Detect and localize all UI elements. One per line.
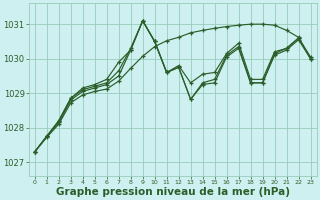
X-axis label: Graphe pression niveau de la mer (hPa): Graphe pression niveau de la mer (hPa)	[56, 187, 290, 197]
